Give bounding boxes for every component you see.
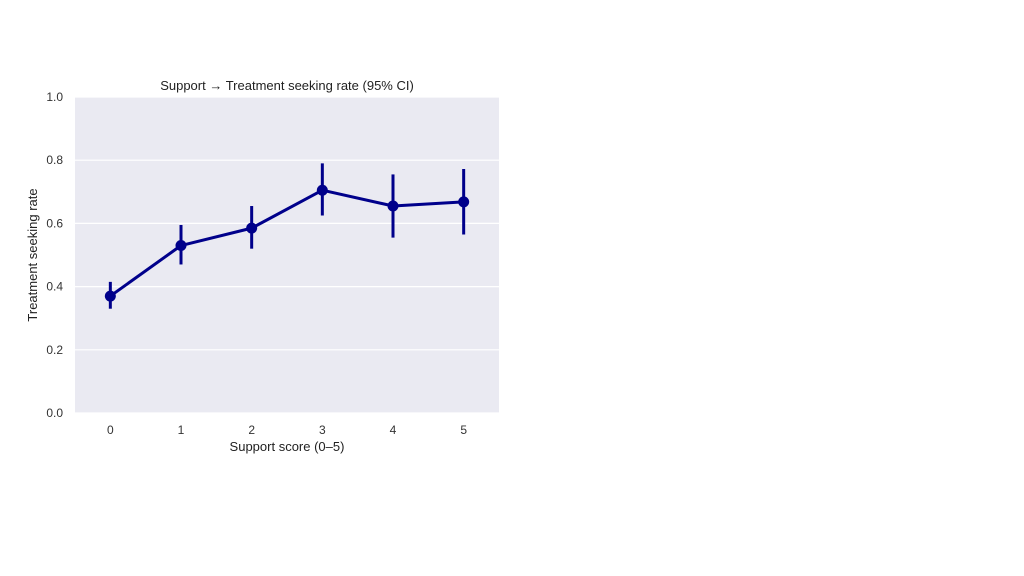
y-tick-label: 0.6 bbox=[46, 216, 63, 230]
grid-lines bbox=[75, 96, 499, 414]
plot-area bbox=[75, 97, 499, 413]
x-tick-label: 1 bbox=[178, 423, 185, 437]
data-point bbox=[458, 196, 470, 208]
series-line bbox=[109, 188, 464, 298]
x-axis-label: Support score (0–5) bbox=[230, 439, 345, 454]
series-layer bbox=[104, 163, 470, 309]
x-tick-labels: 0 1 2 3 4 5 bbox=[107, 423, 467, 437]
data-point bbox=[104, 290, 116, 302]
x-tick-label: 3 bbox=[319, 423, 326, 437]
y-tick-label: 0.0 bbox=[46, 406, 63, 420]
x-tick-label: 0 bbox=[107, 423, 114, 437]
x-tick-label: 5 bbox=[460, 423, 467, 437]
y-tick-label: 1.0 bbox=[46, 90, 63, 104]
chart-title: Support → Treatment seeking rate (95% CI… bbox=[160, 78, 414, 93]
y-tick-label: 0.4 bbox=[46, 280, 63, 294]
data-point bbox=[246, 222, 258, 234]
y-tick-label: 0.8 bbox=[46, 153, 63, 167]
data-point bbox=[316, 184, 328, 196]
x-tick-label: 2 bbox=[248, 423, 255, 437]
data-point bbox=[387, 200, 399, 212]
y-axis-label: Treatment seeking rate bbox=[25, 188, 40, 321]
y-tick-label: 0.2 bbox=[46, 343, 63, 357]
y-tick-labels: 0.0 0.2 0.4 0.6 0.8 1.0 bbox=[46, 90, 63, 420]
x-tick-label: 4 bbox=[390, 423, 397, 437]
data-point bbox=[175, 240, 187, 252]
